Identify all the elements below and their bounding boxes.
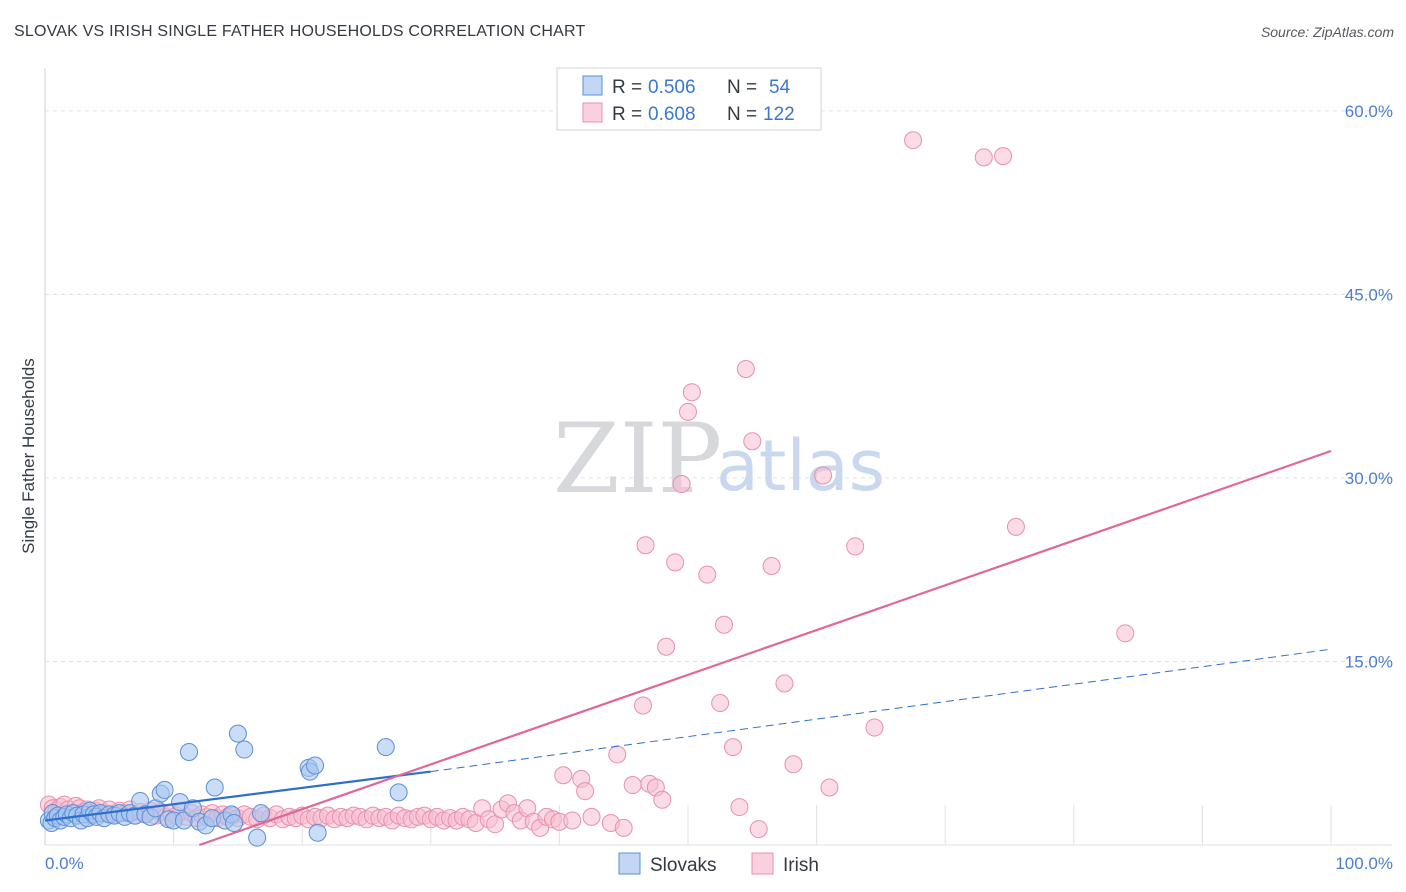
irish-point-99 <box>623 776 642 795</box>
irish-point-128 <box>1006 517 1025 536</box>
irish-point-117 <box>749 820 768 839</box>
irish-point-126 <box>974 148 993 167</box>
source-label: Source: ZipAtlas.com <box>1260 24 1394 40</box>
irish-point-116 <box>743 432 762 451</box>
irish-point-97 <box>608 745 627 764</box>
stats-legend: R = 0.506 N = 54 R = 0.608 N = 122 <box>556 67 822 131</box>
irish-point-107 <box>672 475 691 494</box>
watermark-atlas: atlas <box>716 425 885 507</box>
legend-n-label-irish: N = <box>727 104 757 125</box>
watermark: ZIP atlas <box>553 403 885 515</box>
irish-point-94 <box>576 782 595 801</box>
x-tick-label-0: 0.0% <box>45 854 84 873</box>
legend-r-value-slovaks: 0.506 <box>648 77 696 98</box>
irish-point-112 <box>715 615 734 634</box>
irish-point-91 <box>554 766 573 785</box>
irish-point-118 <box>762 557 781 576</box>
irish-point-114 <box>730 798 749 817</box>
irish-point-124 <box>865 718 884 737</box>
irish-trend-line <box>198 449 1332 847</box>
series-legend: Slovaks Irish <box>618 852 819 876</box>
irish-point-105 <box>657 637 676 656</box>
legend-r-label-irish: R = <box>612 104 642 125</box>
x-tick-label-1: 100.0% <box>1335 854 1393 873</box>
irish-point-106 <box>666 553 685 572</box>
legend-n-value-slovaks: 54 <box>769 77 791 98</box>
legend-r-label-slovaks: R = <box>612 77 642 98</box>
slovaks-points <box>39 724 408 847</box>
slovaks-point-51 <box>308 823 327 842</box>
slovaks-trend-line-extended <box>430 648 1332 773</box>
y-tick-label-2: 45.0% <box>1345 285 1393 304</box>
irish-point-100 <box>633 696 652 715</box>
legend-r-value-irish: 0.608 <box>648 104 696 125</box>
irish-point-122 <box>820 778 839 797</box>
y-tick-label-3: 60.0% <box>1345 102 1393 121</box>
y-axis-label: Single Father Households <box>19 358 38 554</box>
irish-point-119 <box>775 674 794 693</box>
irish-point-92 <box>563 811 582 830</box>
irish-point-109 <box>682 383 701 402</box>
x-tick-labels: 0.0% 100.0% <box>45 854 1393 873</box>
slovaks-point-53 <box>389 783 408 802</box>
slovaks-point-35 <box>180 743 199 762</box>
irish-point-111 <box>711 694 730 713</box>
irish-point-120 <box>784 755 803 774</box>
slovaks-point-46 <box>248 828 267 847</box>
slovaks-point-44 <box>228 724 247 743</box>
y-tick-label-1: 30.0% <box>1345 469 1393 488</box>
slovaks-point-50 <box>306 756 325 775</box>
irish-point-121 <box>814 466 833 485</box>
irish-point-129 <box>1116 624 1135 643</box>
legend-swatch-irish <box>582 102 603 123</box>
irish-point-113 <box>724 738 743 757</box>
chart-title: SLOVAK VS IRISH SINGLE FATHER HOUSEHOLDS… <box>14 23 586 40</box>
bottom-legend-swatch-slovaks <box>618 852 641 875</box>
bottom-legend-label-slovaks: Slovaks <box>650 855 717 876</box>
irish-point-110 <box>698 565 717 584</box>
slovaks-trend-line <box>44 770 431 822</box>
grid-lines <box>44 110 1392 846</box>
irish-point-115 <box>736 360 755 379</box>
legend-swatch-slovaks <box>582 75 603 96</box>
watermark-zip: ZIP <box>553 403 722 515</box>
irish-point-123 <box>846 537 865 556</box>
irish-point-101 <box>636 536 655 555</box>
irish-point-108 <box>679 402 697 421</box>
irish-point-98 <box>614 818 633 837</box>
y-tick-labels: 15.0% 30.0% 45.0% 60.0% <box>1345 102 1393 672</box>
slovaks-point-47 <box>252 804 271 823</box>
trend-lines <box>44 449 1332 847</box>
irish-point-95 <box>582 807 601 826</box>
y-tick-label-0: 15.0% <box>1345 652 1393 671</box>
slovaks-point-52 <box>376 738 395 757</box>
legend-n-value-irish: 122 <box>763 104 795 125</box>
bottom-legend-swatch-irish <box>751 852 774 875</box>
slovaks-point-30 <box>155 780 174 799</box>
bottom-legend-label-irish: Irish <box>783 855 819 876</box>
legend-n-label-slovaks: N = <box>727 77 757 98</box>
slovaks-point-43 <box>225 813 244 832</box>
irish-point-127 <box>994 147 1013 166</box>
slovaks-point-40 <box>205 778 224 797</box>
slovaks-point-45 <box>235 740 254 759</box>
irish-point-104 <box>653 790 672 809</box>
irish-point-125 <box>904 131 923 150</box>
